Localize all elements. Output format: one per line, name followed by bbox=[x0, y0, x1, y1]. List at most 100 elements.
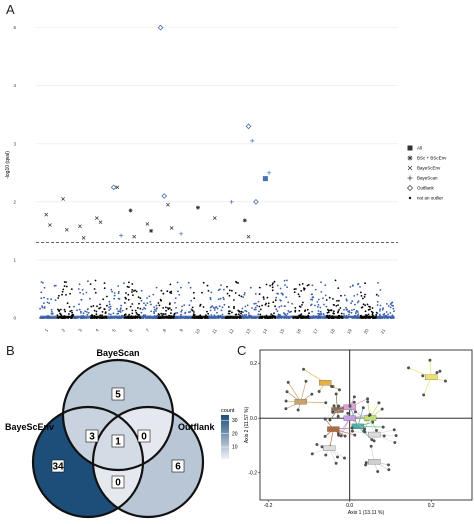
marker-cross bbox=[115, 185, 120, 190]
snp-point bbox=[50, 298, 52, 301]
snp-point bbox=[311, 293, 314, 296]
snp-point bbox=[66, 302, 69, 305]
pcoa-group bbox=[348, 404, 385, 442]
sample-point bbox=[302, 367, 306, 371]
snp-point bbox=[349, 286, 352, 288]
snp-point bbox=[131, 291, 133, 293]
snp-point bbox=[59, 308, 62, 311]
venn-count: 6 bbox=[171, 459, 185, 473]
marker-diamond bbox=[161, 193, 168, 199]
snp-point bbox=[237, 282, 240, 284]
snp-point bbox=[393, 310, 395, 313]
venn-region-bayescenv-outflank bbox=[93, 407, 143, 517]
snp-point bbox=[240, 312, 242, 315]
pcoa-group bbox=[328, 392, 356, 422]
snp-point bbox=[116, 313, 119, 315]
snp-point bbox=[357, 300, 360, 303]
sample-point bbox=[422, 393, 426, 397]
spoke-line bbox=[321, 446, 330, 449]
x-tick-label: 2 bbox=[61, 328, 67, 333]
snp-point bbox=[272, 282, 274, 284]
count-value: 1 bbox=[115, 437, 121, 448]
snp-point bbox=[258, 305, 261, 308]
venn-region-bayescan-bayescenv bbox=[63, 407, 143, 470]
snp-point bbox=[387, 305, 390, 307]
outlier-marker bbox=[262, 176, 268, 182]
spoke-line bbox=[349, 406, 359, 427]
snp-point bbox=[148, 295, 151, 298]
snp-point bbox=[226, 292, 229, 295]
snp-point bbox=[354, 312, 357, 315]
sample-point bbox=[284, 407, 288, 411]
snp-point bbox=[108, 300, 111, 303]
marker-cross bbox=[169, 226, 174, 230]
snp-point bbox=[297, 293, 300, 296]
spoke-line bbox=[349, 406, 367, 421]
snp-point bbox=[364, 282, 366, 285]
spoke-line bbox=[329, 409, 338, 421]
sample-point bbox=[284, 399, 288, 403]
spoke-line bbox=[325, 382, 332, 387]
spoke-line bbox=[408, 367, 432, 378]
snp-point bbox=[258, 310, 260, 313]
pcoa-group bbox=[351, 413, 398, 444]
snp-point bbox=[135, 311, 138, 314]
sample-point bbox=[304, 379, 308, 383]
spoke-line bbox=[368, 415, 375, 435]
snp-point bbox=[270, 313, 273, 315]
group-label-box bbox=[351, 423, 364, 430]
snp-point bbox=[116, 308, 118, 310]
snp-point bbox=[56, 314, 59, 316]
snp-point bbox=[241, 314, 244, 316]
snp-point bbox=[382, 307, 384, 310]
snp-point bbox=[254, 308, 257, 311]
snp-point bbox=[65, 285, 68, 288]
snp-point bbox=[153, 306, 156, 309]
sample-point bbox=[394, 434, 398, 438]
sample-point bbox=[372, 439, 376, 443]
venn-region-bayescan bbox=[63, 360, 173, 470]
snp-point bbox=[306, 284, 309, 287]
outlier-marker bbox=[242, 218, 247, 223]
group-label-box bbox=[327, 426, 340, 432]
outlier-marker bbox=[166, 202, 170, 207]
snp-band bbox=[259, 315, 276, 318]
sample-point bbox=[332, 404, 336, 408]
snp-point bbox=[138, 314, 141, 316]
snp-point bbox=[153, 312, 156, 315]
snp-point bbox=[202, 306, 205, 308]
snp-point bbox=[243, 292, 246, 294]
y-axis-label: -log10 (qval) bbox=[5, 151, 11, 179]
marker-cross bbox=[81, 236, 86, 240]
snp-point bbox=[106, 304, 108, 307]
snp-point bbox=[125, 292, 127, 294]
snp-point bbox=[193, 311, 195, 313]
snp-point bbox=[101, 314, 103, 317]
snp-point bbox=[375, 314, 378, 316]
spoke-line bbox=[369, 402, 380, 419]
spoke-line bbox=[337, 409, 339, 417]
snp-point bbox=[357, 311, 359, 313]
sample-point bbox=[377, 401, 381, 405]
sample-point bbox=[331, 385, 335, 389]
snp-point bbox=[103, 287, 106, 290]
snp-point bbox=[227, 312, 230, 315]
snp-point bbox=[181, 305, 184, 308]
snp-point bbox=[389, 306, 392, 309]
y-tick-label: 2 bbox=[13, 199, 16, 204]
snp-point bbox=[350, 302, 352, 305]
snp-point bbox=[40, 281, 43, 283]
sample-point bbox=[438, 369, 442, 373]
sample-point bbox=[328, 445, 332, 449]
snp-point bbox=[275, 308, 278, 311]
snp-point bbox=[90, 305, 93, 308]
snp-point bbox=[50, 308, 53, 311]
snp-point bbox=[127, 293, 130, 296]
snp-point bbox=[267, 305, 270, 307]
venn-count: 5 bbox=[111, 387, 125, 401]
snp-point bbox=[162, 292, 165, 295]
snp-point bbox=[93, 288, 96, 290]
group-label-box bbox=[425, 374, 438, 380]
snp-point bbox=[227, 306, 230, 308]
snp-point bbox=[63, 285, 66, 287]
